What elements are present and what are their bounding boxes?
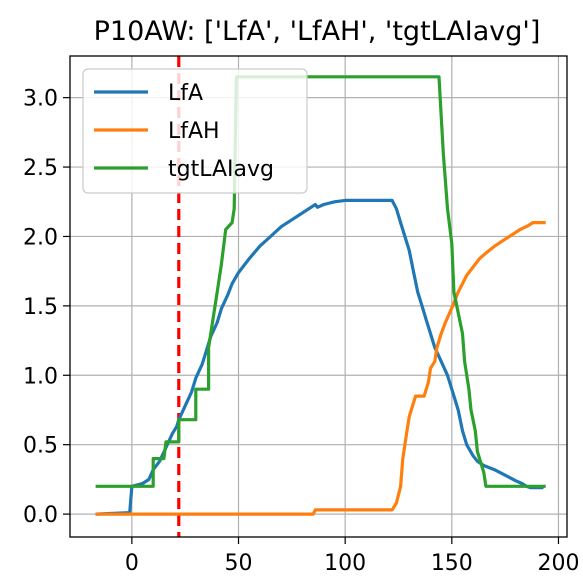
y-tick-label: 2.0	[23, 225, 58, 250]
series-line-LfAH	[95, 221, 546, 516]
y-tick-label: 0.0	[23, 503, 58, 528]
x-tick-label: 50	[225, 551, 253, 576]
legend-label: LfA	[168, 81, 203, 106]
legend: LfA LfAH tgtLAIavg	[82, 68, 308, 194]
x-tick-label: 150	[431, 551, 473, 576]
y-tick-label: 1.5	[23, 295, 58, 320]
legend-label: LfAH	[168, 119, 220, 144]
legend-box	[82, 68, 308, 194]
plot-frame	[69, 55, 568, 538]
y-tick-label: 3.0	[23, 87, 58, 112]
series-line-LfA	[95, 198, 544, 516]
y-tick-label: 0.5	[23, 434, 58, 459]
y-axis: 0.0 0.5 1.0 1.5 2.0 2.5 3.0	[23, 87, 70, 528]
chart-title: P10AW: ['LfA', 'LfAH', 'tgtLAIavg']	[94, 16, 541, 47]
y-tick-label: 1.0	[23, 364, 58, 389]
x-axis: 0 50 100 150 200	[125, 537, 579, 576]
y-tick-label: 2.5	[23, 156, 58, 181]
x-tick-label: 100	[324, 551, 366, 576]
x-tick-label: 0	[125, 551, 139, 576]
x-tick-label: 200	[537, 551, 579, 576]
legend-label: tgtLAIavg	[168, 157, 274, 182]
